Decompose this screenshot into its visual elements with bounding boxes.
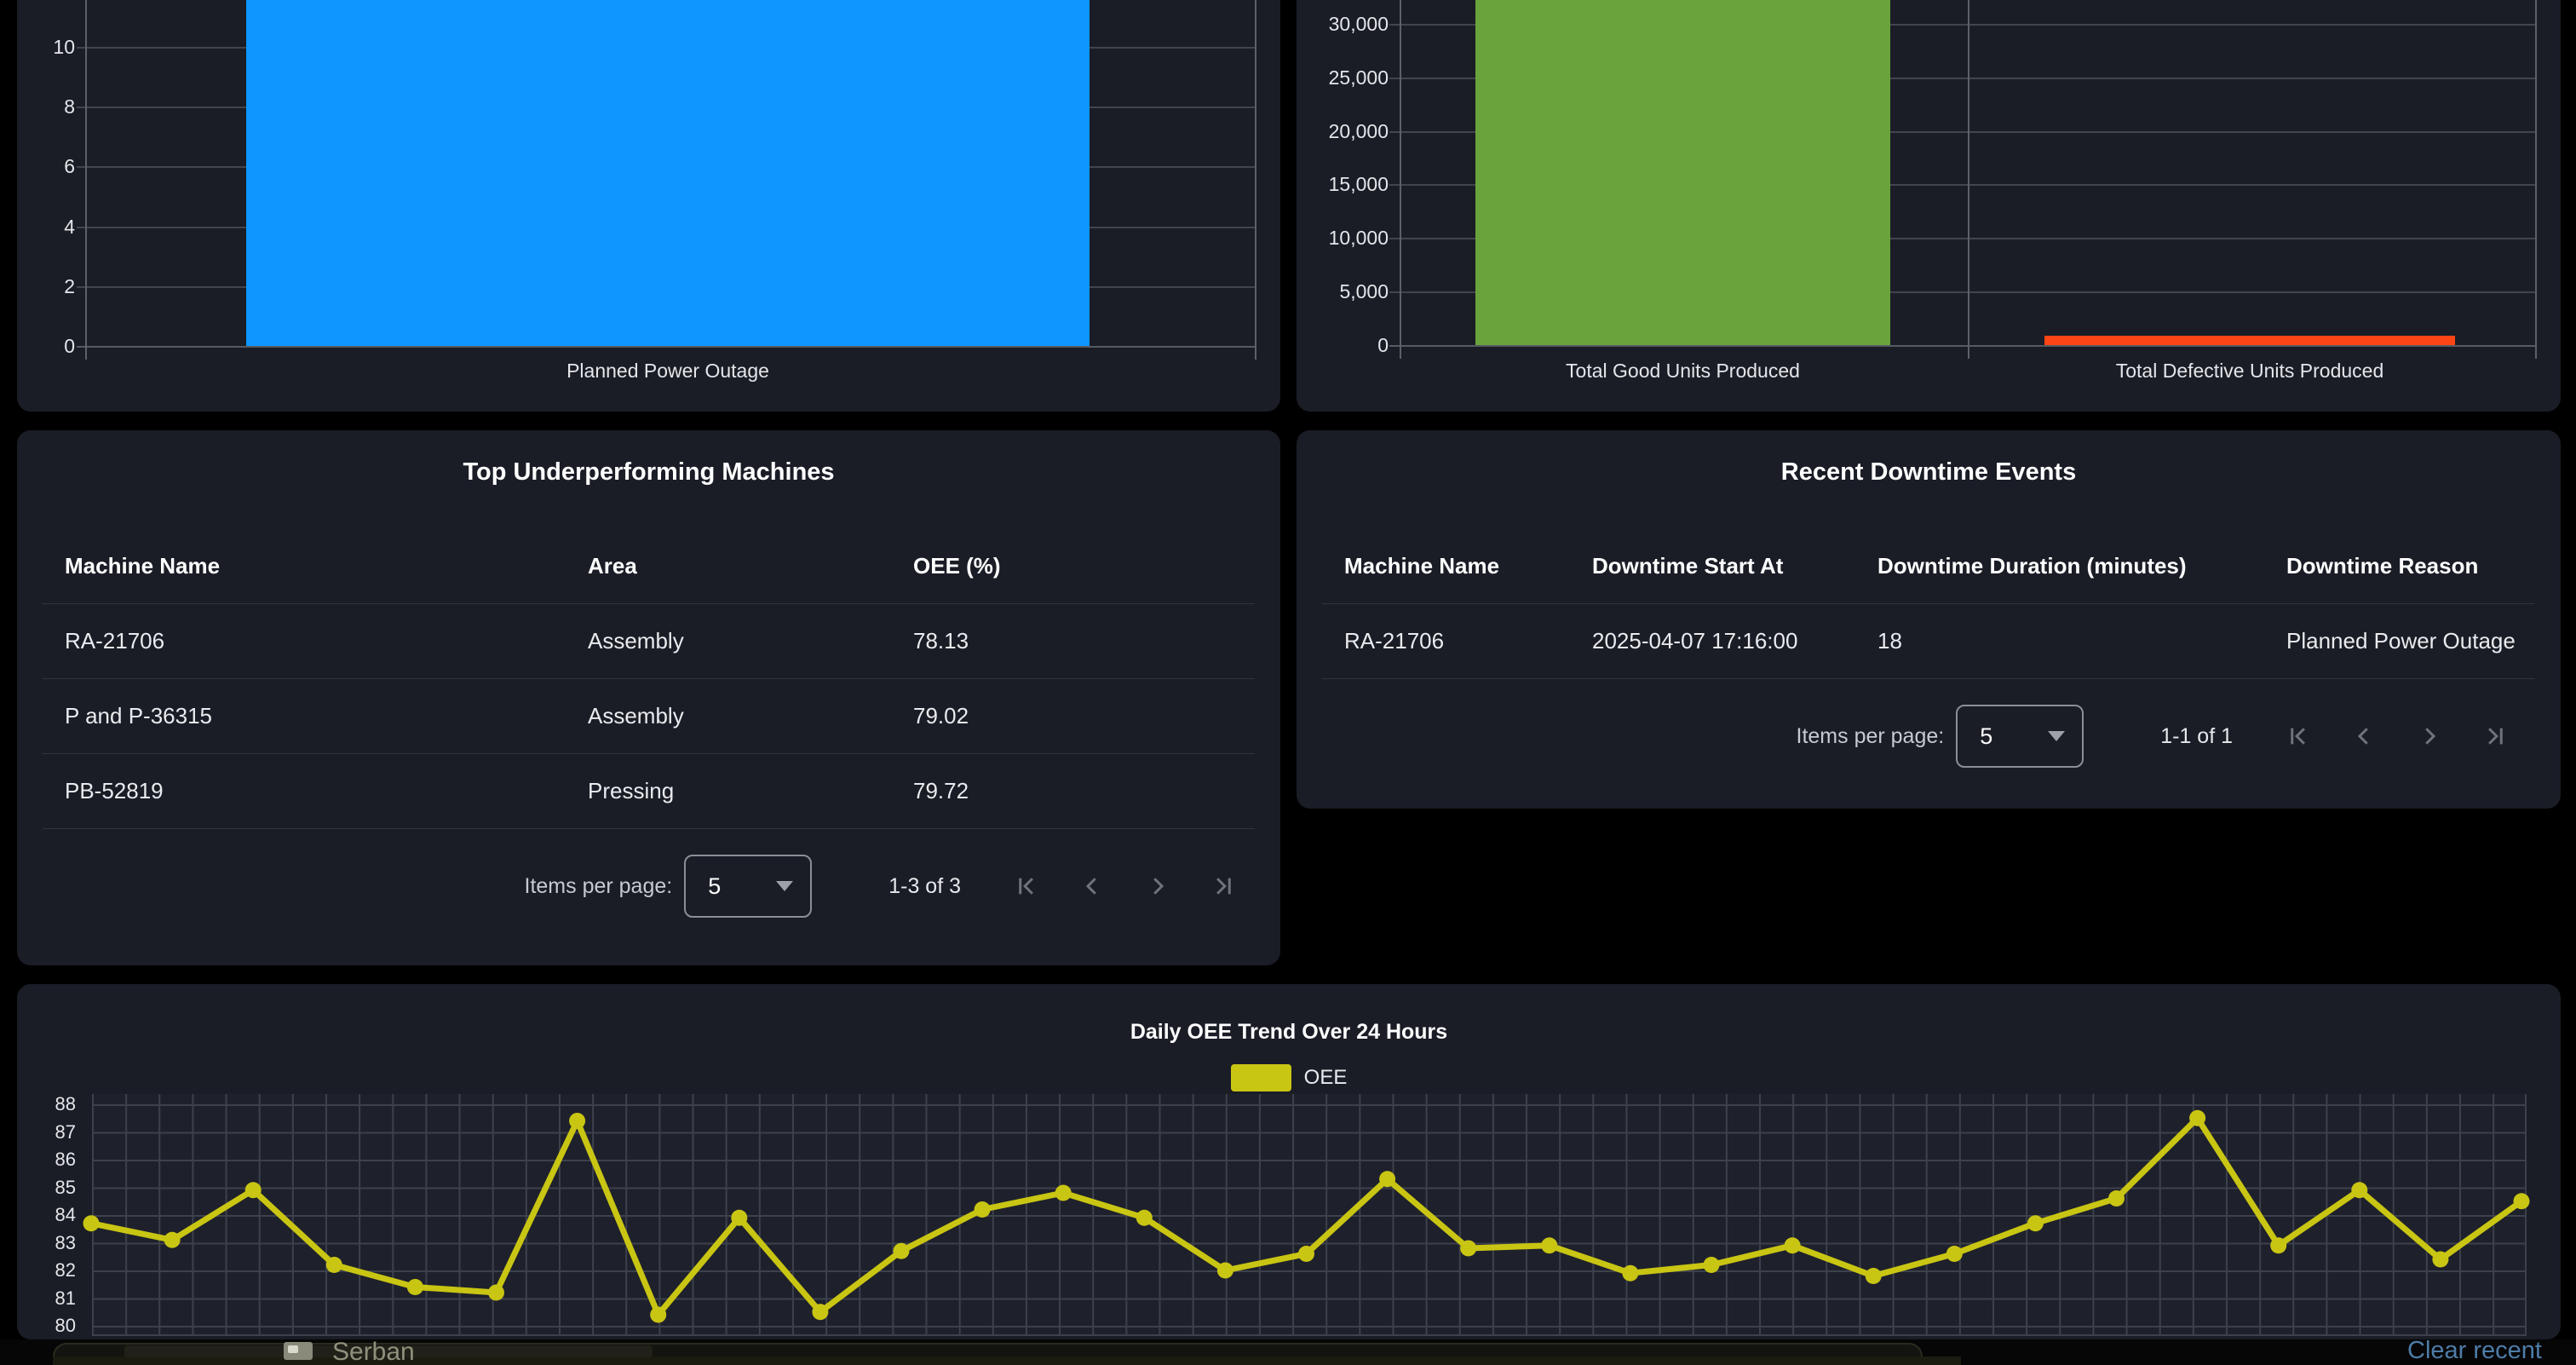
underperforming-table-paginator: Items per page: 5 1-3 of 3 <box>17 840 1280 932</box>
oee-point <box>1784 1237 1801 1254</box>
oee-point <box>406 1279 423 1295</box>
oee-point <box>2513 1193 2530 1210</box>
window-edge-band <box>53 1356 1961 1365</box>
clear-recent-link[interactable]: Clear recent <box>2407 1337 2542 1364</box>
oee-point <box>1460 1240 1477 1257</box>
oee-point <box>83 1215 100 1232</box>
downtime-table-paginator: Items per page: 5 1-1 of 1 <box>1297 690 2561 782</box>
oee-point <box>1298 1246 1314 1262</box>
underperforming-table-title: Top Underperforming Machines <box>463 458 835 486</box>
oee-point <box>1136 1209 1153 1226</box>
downtime-table-title: Recent Downtime Events <box>1780 458 2077 486</box>
oee-point <box>244 1182 262 1199</box>
chevron-down-icon <box>2048 731 2066 741</box>
items-per-page-label: Items per page: <box>1796 723 1945 748</box>
downtime-events-card <box>1297 430 2561 809</box>
oee-point <box>731 1209 748 1226</box>
oee-point <box>2270 1237 2287 1254</box>
last-page-icon[interactable] <box>1210 873 1236 899</box>
last-page-icon[interactable] <box>2482 723 2508 749</box>
page-size-value: 5 <box>1980 723 1993 749</box>
oee-point <box>2432 1251 2449 1268</box>
paginator-buttons <box>1014 873 1236 899</box>
oee-point <box>2189 1109 2206 1126</box>
file-thumbnail-icon <box>284 1342 313 1360</box>
page-size-value: 5 <box>708 873 722 899</box>
oee-point <box>974 1201 991 1218</box>
oee-point <box>2108 1190 2125 1207</box>
page-range-label: 1-3 of 3 <box>888 873 961 898</box>
oee-trend-line <box>83 1109 2530 1323</box>
first-page-icon[interactable] <box>2286 723 2311 749</box>
oee-legend-swatch <box>1230 1064 1291 1091</box>
oee-point <box>1703 1257 1720 1273</box>
oee-point <box>2351 1182 2368 1199</box>
items-per-page-label: Items per page: <box>524 873 673 898</box>
oee-line <box>90 1114 2524 1318</box>
oee-point <box>812 1304 829 1321</box>
oee-point <box>650 1306 667 1323</box>
oee-point <box>164 1231 181 1248</box>
page-size-select[interactable]: 5 <box>684 855 813 918</box>
oee-trend-plot <box>92 1094 2527 1336</box>
oee-point <box>569 1113 586 1129</box>
next-page-icon[interactable] <box>1145 873 1170 899</box>
oee-legend-label: OEE <box>1303 1066 1348 1089</box>
oee-legend: OEE <box>17 1064 2561 1091</box>
oee-point <box>2027 1215 2044 1232</box>
next-page-icon[interactable] <box>2417 723 2442 749</box>
oee-point <box>325 1257 342 1273</box>
first-page-icon[interactable] <box>1014 873 1039 899</box>
prev-page-icon[interactable] <box>1079 873 1105 899</box>
recent-item-label[interactable]: Serban <box>332 1338 415 1365</box>
page-range-label: 1-1 of 1 <box>2160 723 2233 748</box>
units-produced-chart-card <box>1297 0 2561 412</box>
oee-trend-title: Daily OEE Trend Over 24 Hours <box>1130 1020 1448 1044</box>
chevron-down-icon <box>776 881 794 891</box>
oee-point <box>1216 1262 1233 1279</box>
recent-item-row[interactable] <box>124 1345 653 1357</box>
underperforming-machines-card <box>17 430 1280 965</box>
page-size-select[interactable]: 5 <box>1956 705 2084 768</box>
downtime-by-reason-chart-card <box>17 0 1280 412</box>
oee-point <box>1055 1184 1072 1201</box>
oee-point <box>1541 1237 1558 1254</box>
oee-point <box>488 1284 504 1301</box>
oee-point <box>1622 1264 1639 1281</box>
oee-point <box>893 1242 910 1259</box>
oee-point <box>1865 1268 1882 1284</box>
oee-point <box>1946 1246 1963 1262</box>
oee-point <box>1379 1171 1396 1188</box>
paginator-buttons <box>2286 723 2508 749</box>
prev-page-icon[interactable] <box>2351 723 2377 749</box>
